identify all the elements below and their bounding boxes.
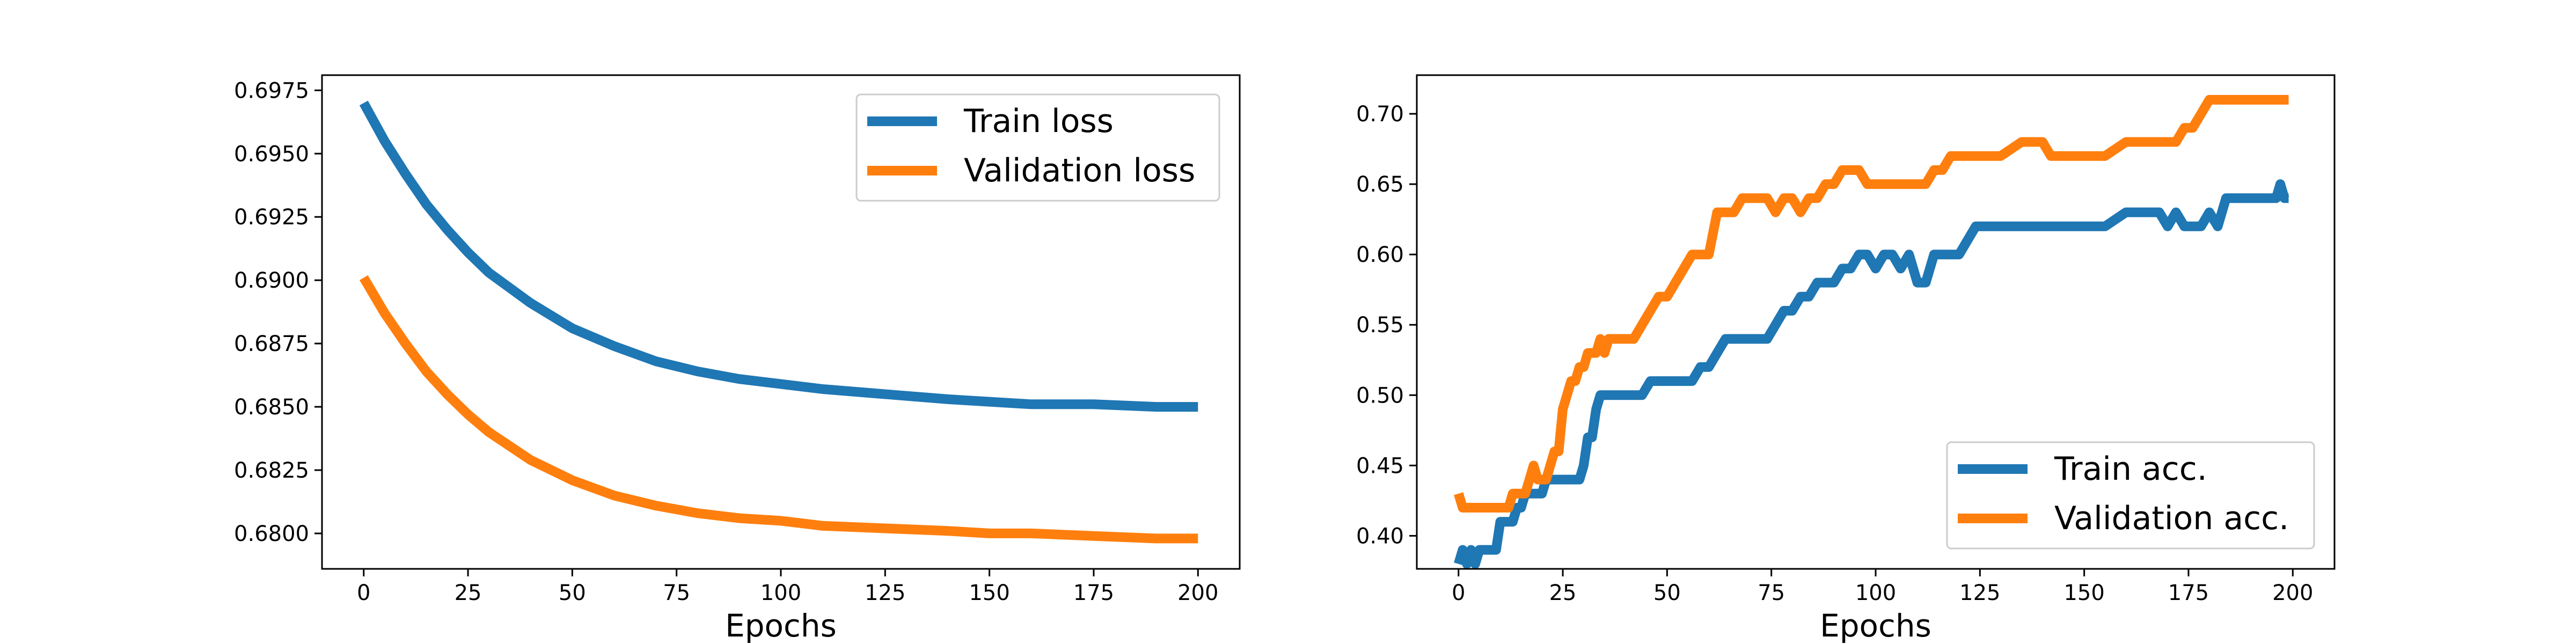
y-tick-label: 0.6950 bbox=[234, 142, 309, 166]
x-axis-label: Epochs bbox=[1820, 608, 1931, 644]
x-tick-label: 50 bbox=[1653, 581, 1681, 605]
x-tick-label: 150 bbox=[2063, 581, 2104, 605]
legend-entry: Validation acc. bbox=[2054, 500, 2289, 537]
x-tick-label: 0 bbox=[357, 581, 370, 605]
x-tick-label: 100 bbox=[1855, 581, 1896, 605]
y-tick-label: 0.6850 bbox=[234, 395, 309, 420]
legend-entry: Validation loss bbox=[964, 152, 1195, 189]
loss-chart: 0 25 50 75 100 125 150 175 200 0.6800 0.6825 0.6850… bbox=[234, 74, 1241, 644]
legend-entry: Train loss bbox=[963, 103, 1114, 140]
accuracy-chart: 0 25 50 75 100 125 150 175 200 0.40 0.45 0.50 0.55 0.… bbox=[1356, 74, 2336, 644]
x-tick-label: 50 bbox=[559, 581, 586, 605]
x-tick-label: 25 bbox=[455, 581, 482, 605]
legend: Train loss Validation loss bbox=[855, 93, 1220, 202]
series-line-train-loss bbox=[359, 100, 1198, 412]
y-tick-label: 0.6875 bbox=[234, 332, 309, 356]
series-line-validation-loss bbox=[359, 275, 1198, 544]
y-tick-label: 0.45 bbox=[1356, 453, 1404, 478]
x-tick-label: 125 bbox=[865, 581, 905, 605]
x-tick-label: 125 bbox=[1959, 581, 2000, 605]
x-tick-label: 75 bbox=[663, 581, 690, 605]
legend-box bbox=[1946, 441, 2315, 550]
legend-entry: Train acc. bbox=[2054, 450, 2207, 488]
legend: Train acc. Validation acc. bbox=[1946, 441, 2315, 550]
y-tick-label: 0.40 bbox=[1356, 524, 1404, 548]
y-tick-label: 0.6800 bbox=[234, 522, 309, 546]
x-tick-label: 150 bbox=[969, 581, 1009, 605]
y-tick-label: 0.60 bbox=[1356, 243, 1404, 267]
y-tick-label: 0.6900 bbox=[234, 268, 309, 293]
y-tick-label: 0.70 bbox=[1356, 102, 1404, 127]
y-tick-label: 0.55 bbox=[1356, 313, 1404, 338]
x-tick-label: 200 bbox=[2272, 581, 2313, 605]
y-tick-label: 0.6925 bbox=[234, 205, 309, 230]
x-tick-label: 200 bbox=[1177, 581, 1218, 605]
y-tick-label: 0.6825 bbox=[234, 458, 309, 483]
y-tick-label: 0.65 bbox=[1356, 172, 1404, 197]
x-tick-label: 175 bbox=[1073, 581, 1114, 605]
x-tick-label: 175 bbox=[2168, 581, 2209, 605]
x-tick-label: 100 bbox=[760, 581, 801, 605]
series-line-validation-acc bbox=[1454, 94, 2289, 513]
series-line-train-acc bbox=[1454, 179, 2289, 569]
x-tick-label: 25 bbox=[1549, 581, 1577, 605]
y-tick-label: 0.6975 bbox=[234, 78, 309, 103]
x-tick-label: 0 bbox=[1452, 581, 1465, 605]
legend-box bbox=[855, 93, 1220, 202]
x-tick-label: 75 bbox=[1758, 581, 1785, 605]
x-axis-label: Epochs bbox=[725, 608, 837, 644]
y-tick-label: 0.50 bbox=[1356, 383, 1404, 408]
